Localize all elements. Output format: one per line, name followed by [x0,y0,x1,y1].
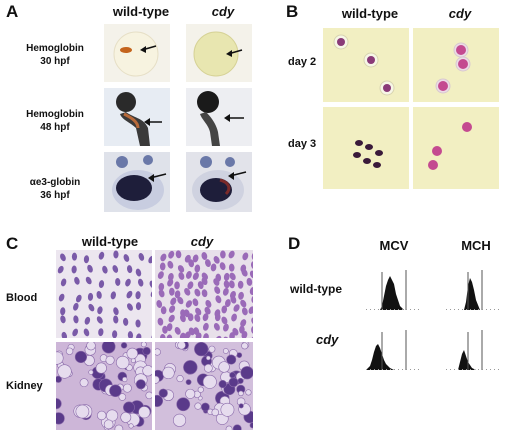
panel-b-wt-day2-image [323,28,409,102]
panel-c-row-label-kidney: Kidney [6,380,43,392]
panel-d-wt-mcv-histogram [366,266,422,310]
panel-a-wt-ae3-globin-36hpf-image [104,152,170,212]
panel-b-header-cdy: cdy [448,6,472,21]
panel-b-cdy-day2-image [413,28,499,102]
panel-letter-d: D [288,234,301,253]
panel-a-cdy-hemoglobin-48hpf-image [186,88,252,146]
panel-a-header-cdy: cdy [211,4,235,19]
panel-letter-b: B [286,2,299,21]
panel-a-row-3-label: αe3-globin 36 hpf [29,177,81,201]
panel-b-cdy-day3-image [413,107,499,189]
panel-c-cdy-kidney-image [155,342,253,430]
panel-a-cdy-hemoglobin-30hpf-image [186,24,252,82]
panel-b-header-wild-type: wild-type [341,6,399,21]
panel-b-row-label-day-3: day 3 [288,138,317,150]
panel-d-header-mch: MCH [461,238,491,253]
panel-b-row-label-day-2: day 2 [288,56,317,68]
panel-c-cdy-blood-image [155,250,253,338]
panel-a-row-1-label: Hemoglobin 30 hpf [26,43,84,67]
panel-a-cdy-ae3-globin-36hpf-image [186,152,252,212]
panel-b-wt-day3-image [323,107,409,189]
panel-d-wt-mch-histogram [446,266,502,310]
panel-d-cdy-mcv-histogram [366,326,422,370]
panel-d-header-mcv: MCV [379,238,409,253]
panel-a-wt-hemoglobin-30hpf-image [104,24,170,82]
panel-c-wt-kidney-image [56,342,152,430]
panel-letter-c: C [6,234,19,253]
panel-a-header-wild-type: wild-type [112,4,170,19]
panel-c-row-label-blood: Blood [6,292,38,304]
panel-c-wt-blood-image [56,250,152,338]
panel-d-cdy-mch-histogram [446,326,502,370]
panel-d-row-label-wild-type: wild-type [290,282,343,296]
panel-letter-a: A [6,2,19,21]
panel-d-row-label-cdy: cdy [316,332,339,347]
panel-a-row-2-label: Hemoglobin 48 hpf [26,109,84,133]
panel-a-wt-hemoglobin-48hpf-image [104,88,170,146]
panel-c-header-wild-type: wild-type [81,234,139,249]
panel-c-header-cdy: cdy [190,234,214,249]
